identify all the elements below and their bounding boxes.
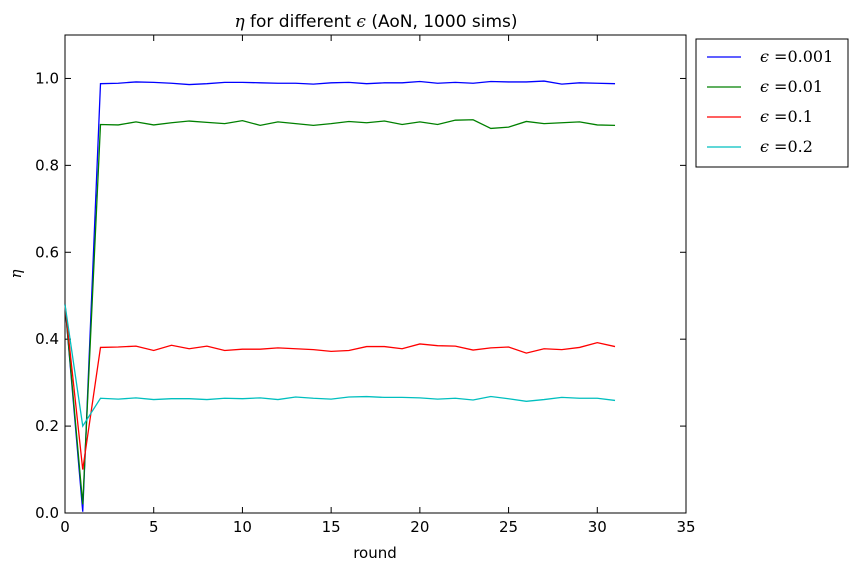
x-tick-label: 25 <box>499 518 518 536</box>
legend-label-2: ϵ =0.01 <box>760 77 823 96</box>
x-tick-label: 5 <box>149 518 159 536</box>
x-tick-label: 20 <box>410 518 429 536</box>
y-tick-label: 0.6 <box>35 243 59 261</box>
x-tick-label: 0 <box>60 518 70 536</box>
legend-label-4: ϵ =0.2 <box>760 137 813 156</box>
y-tick-label: 0.4 <box>35 330 59 348</box>
series-line-3 <box>64 304 616 470</box>
y-tick-label: 1.0 <box>35 69 59 87</box>
chart-title-eta: η <box>234 12 245 32</box>
plot-area-frame <box>64 34 687 514</box>
x-tick-label: 15 <box>322 518 341 536</box>
x-tick-label: 30 <box>588 518 607 536</box>
series-line-2 <box>64 119 616 505</box>
series-line-1 <box>64 80 616 512</box>
y-tick-label: 0.8 <box>35 156 59 174</box>
x-axis-ticks: 0 5 10 15 20 25 30 35 <box>60 35 696 536</box>
x-tick-label: 35 <box>676 518 695 536</box>
y-tick-label: 0.0 <box>35 504 59 522</box>
chart-title-mid: for different <box>245 12 357 32</box>
legend-label-3: ϵ =0.1 <box>760 107 813 126</box>
chart-title-rest: (AoN, 1000 sims) <box>366 12 518 32</box>
series-line-4 <box>64 304 616 428</box>
legend-box <box>695 38 849 168</box>
y-axis-ticks: 0.0 0.2 0.4 0.6 0.8 1.0 <box>35 69 686 522</box>
legend: ϵ =0.001 ϵ =0.01 ϵ =0.1 ϵ =0.2 <box>695 38 849 168</box>
y-axis-label: η <box>7 270 25 279</box>
series-lines <box>64 80 616 512</box>
y-tick-label: 0.2 <box>35 417 59 435</box>
x-tick-label: 10 <box>233 518 252 536</box>
legend-label-1: ϵ =0.001 <box>760 47 833 66</box>
x-axis-label: round <box>353 544 397 562</box>
chart-title-eps: ϵ <box>356 12 366 32</box>
chart-title: η for different ϵ (AoN, 1000 sims) <box>234 12 517 32</box>
